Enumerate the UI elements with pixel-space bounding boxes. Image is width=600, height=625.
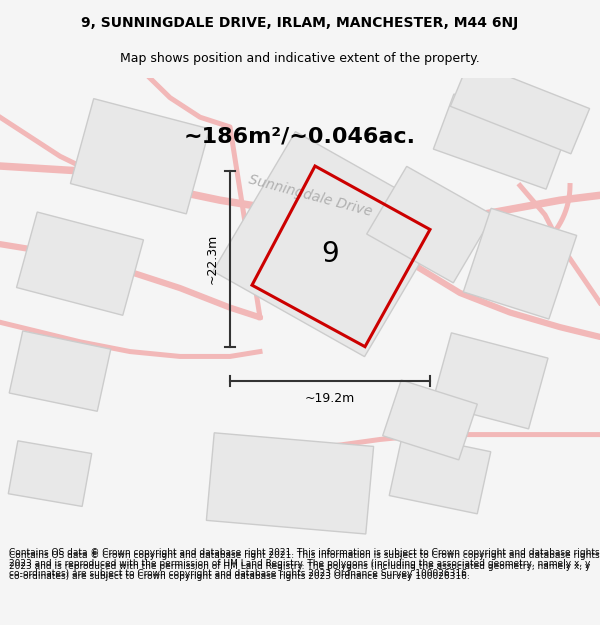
Text: ~19.2m: ~19.2m bbox=[305, 392, 355, 405]
Text: Map shows position and indicative extent of the property.: Map shows position and indicative extent… bbox=[120, 52, 480, 65]
Polygon shape bbox=[206, 432, 374, 534]
Text: Contains OS data © Crown copyright and database right 2021. This information is : Contains OS data © Crown copyright and d… bbox=[9, 551, 599, 581]
Polygon shape bbox=[367, 166, 493, 283]
Text: ~186m²/~0.046ac.: ~186m²/~0.046ac. bbox=[184, 127, 416, 147]
Text: Sunningdale Drive: Sunningdale Drive bbox=[247, 172, 373, 219]
Text: 9: 9 bbox=[321, 240, 339, 268]
Polygon shape bbox=[432, 333, 548, 429]
Polygon shape bbox=[70, 99, 209, 214]
Polygon shape bbox=[463, 208, 577, 319]
Text: ~22.3m: ~22.3m bbox=[205, 234, 218, 284]
Text: Contains OS data © Crown copyright and database right 2021. This information is : Contains OS data © Crown copyright and d… bbox=[9, 549, 599, 578]
Polygon shape bbox=[8, 441, 92, 506]
Polygon shape bbox=[389, 434, 491, 514]
Polygon shape bbox=[451, 61, 590, 154]
Polygon shape bbox=[17, 212, 143, 315]
Polygon shape bbox=[383, 380, 478, 460]
Polygon shape bbox=[213, 132, 447, 357]
Text: 9, SUNNINGDALE DRIVE, IRLAM, MANCHESTER, M44 6NJ: 9, SUNNINGDALE DRIVE, IRLAM, MANCHESTER,… bbox=[82, 16, 518, 31]
Polygon shape bbox=[9, 331, 111, 411]
Polygon shape bbox=[433, 94, 566, 189]
